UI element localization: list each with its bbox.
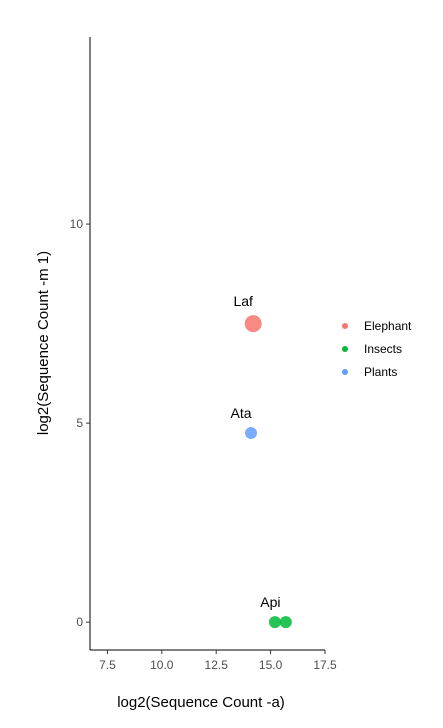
data-points: [244, 315, 292, 629]
y-tick-label: 0: [76, 615, 83, 629]
x-tick-label: 7.5: [99, 658, 116, 672]
legend: Elephant Insects Plants: [342, 319, 412, 379]
x-tick-label: 17.5: [313, 658, 337, 672]
legend-label: Plants: [364, 365, 397, 379]
point-label: Laf: [233, 293, 253, 309]
data-point-insects: [279, 616, 292, 629]
point-label: Api: [260, 594, 280, 610]
y-tick-label: 5: [76, 416, 83, 430]
y-axis-title: log2(Sequence Count -m 1): [35, 251, 52, 435]
point-labels: Laf Api Ata: [231, 293, 281, 610]
legend-key-insects: [342, 346, 348, 352]
axes: 7.5 10.0 12.5 15.0 17.5 0 5 10: [70, 37, 337, 672]
legend-label: Elephant: [364, 319, 412, 333]
x-axis-title: log2(Sequence Count -a): [117, 694, 285, 711]
legend-key-elephant: [342, 323, 348, 329]
point-label: Ata: [231, 405, 252, 421]
legend-key-plants: [342, 369, 348, 375]
x-tick-label: 12.5: [205, 658, 229, 672]
legend-label: Insects: [364, 342, 402, 356]
y-tick-label: 10: [70, 217, 84, 231]
x-tick-label: 15.0: [259, 658, 283, 672]
data-point-plants: [245, 427, 258, 440]
data-point-elephant: [244, 315, 262, 333]
data-point-insects: [268, 616, 281, 629]
x-tick-label: 10.0: [150, 658, 174, 672]
